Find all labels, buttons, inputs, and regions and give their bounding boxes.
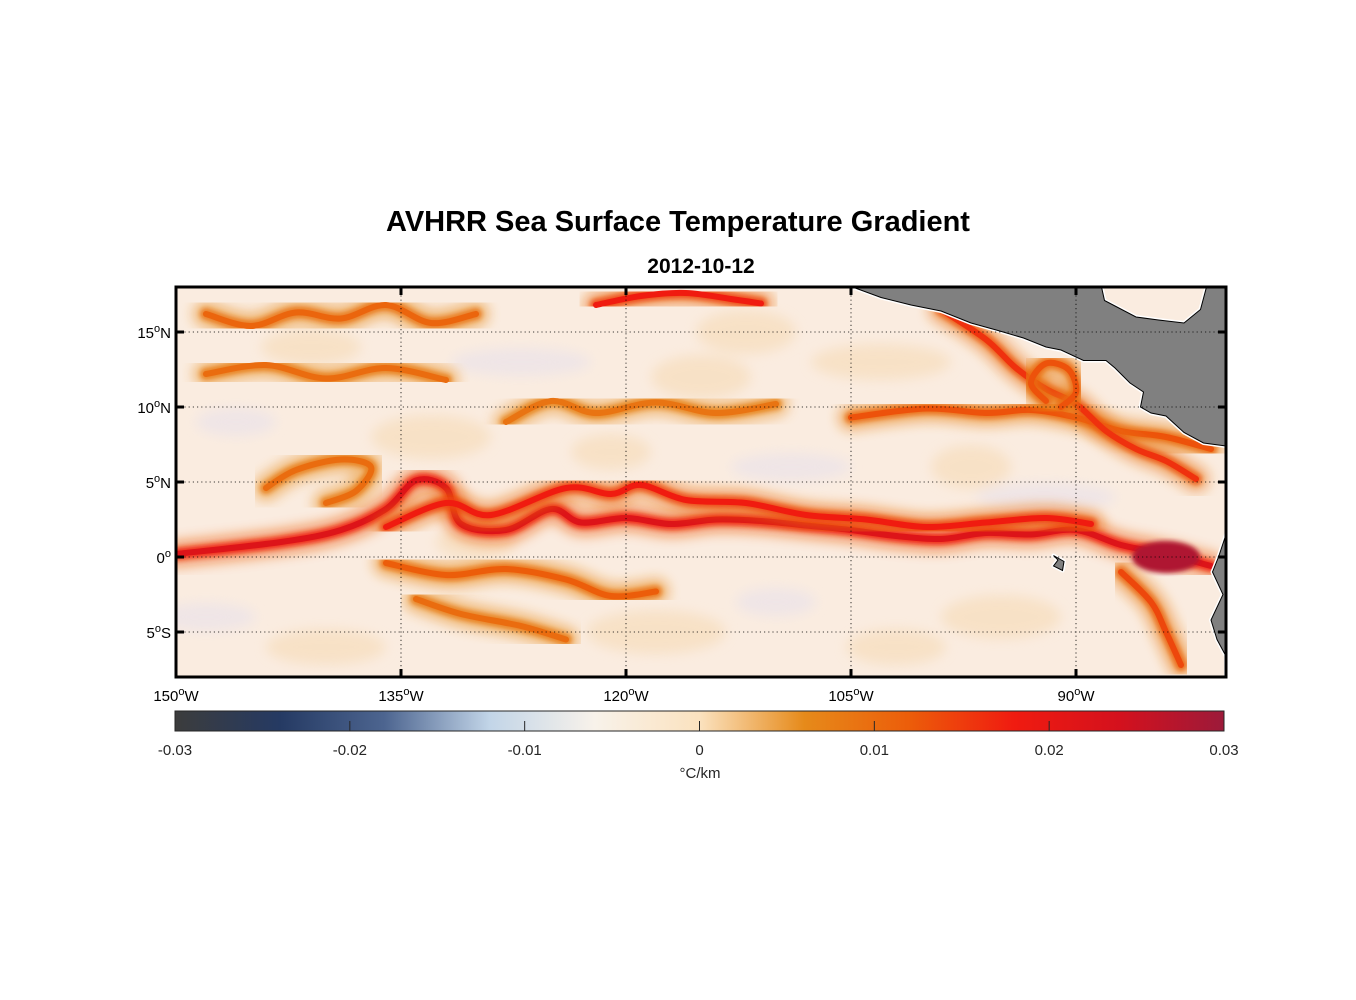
texture-patch (451, 348, 591, 376)
texture-patch (736, 588, 816, 616)
texture-patch (651, 355, 751, 399)
texture-patch (941, 595, 1061, 639)
lon-tick-label: 135oW (378, 686, 424, 705)
texture-patch (811, 344, 951, 380)
equatorial-front (176, 476, 1214, 569)
top-front (593, 289, 764, 308)
lat-tick-label: 0o (157, 548, 171, 567)
lon-tick-label: 105oW (828, 686, 874, 705)
map-ticks: 150oW 135oW 120oW 105oW 90oW 15oN 10oN 5oN 0o 5oS (137, 287, 1226, 705)
texture-patch (976, 483, 1116, 511)
lat-tick-label: 15oN (137, 323, 171, 342)
colorbar-tick-label: -0.03 (158, 742, 192, 759)
map-title: AVHRR Sea Surface Temperature Gradient (386, 206, 970, 238)
map-content (176, 287, 1226, 677)
graticule (176, 287, 1226, 677)
colorbar-ticks: -0.03 -0.02 -0.01 0 0.01 0.02 0.03 (158, 721, 1239, 759)
lat-tick-label: 5oN (146, 473, 171, 492)
texture-patch (931, 445, 1011, 489)
south-filament-2 (413, 596, 569, 643)
lat-tick-label: 10oN (137, 398, 171, 417)
texture-patch (371, 415, 491, 459)
southeast-front (1118, 569, 1184, 668)
texture-patch (176, 603, 256, 631)
colorbar-tick-label: 0 (695, 742, 703, 759)
central-america-outline (852, 287, 1226, 447)
texture-patch (571, 434, 651, 470)
top-left-front (203, 302, 479, 330)
mid-north-front (203, 361, 449, 383)
strong-gradient-patch (1132, 541, 1200, 573)
lon-tick-label: 150oW (153, 686, 199, 705)
map-subtitle: 2012-10-12 (647, 255, 755, 278)
galapagos-outline (1052, 555, 1065, 572)
lat-tick-label: 5oS (147, 623, 171, 642)
colorbar: -0.03 -0.02 -0.01 0 0.01 0.02 0.03 °C/km (158, 710, 1239, 782)
south-america-coast-outline (1210, 534, 1226, 677)
texture-patch (266, 629, 386, 665)
colorbar-tick-label: 0.01 (860, 742, 889, 759)
lon-tick-label: 120oW (603, 686, 649, 705)
texture-patch (731, 453, 851, 481)
colorbar-tick-label: 0.03 (1209, 742, 1238, 759)
south-filament (383, 560, 659, 600)
colorbar-tick-label: -0.01 (508, 742, 542, 759)
mid-front-2 (503, 397, 779, 425)
colorbar-tick-label: -0.02 (333, 742, 367, 759)
eddy-ring (1028, 359, 1080, 410)
west-eddy (263, 456, 375, 506)
texture-patch (846, 629, 946, 665)
texture-patch (696, 310, 796, 354)
texture-patch (196, 408, 276, 436)
colorbar-unit-label: °C/km (680, 765, 721, 782)
lon-tick-label: 90oW (1058, 686, 1096, 705)
equatorial-front-north-edge (383, 481, 1094, 531)
colorbar-tick-label: 0.02 (1035, 742, 1064, 759)
